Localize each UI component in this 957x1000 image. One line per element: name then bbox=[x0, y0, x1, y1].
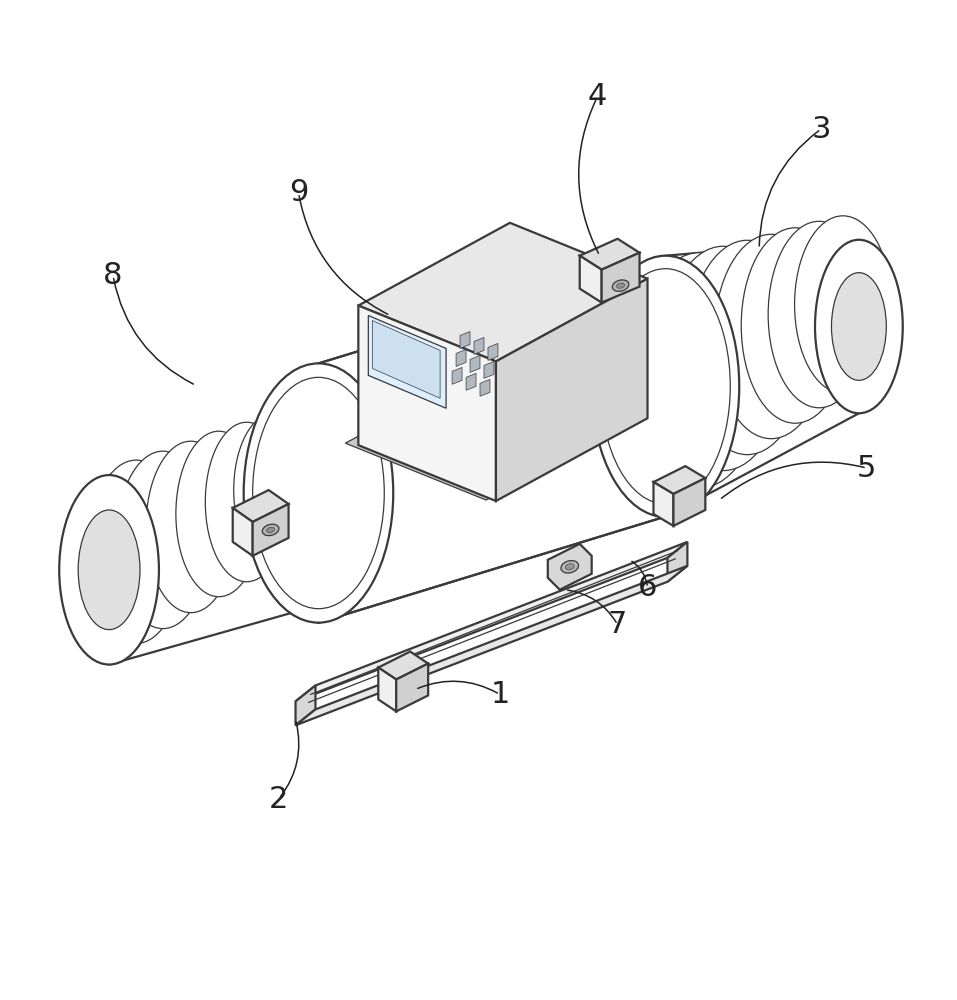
Polygon shape bbox=[580, 256, 602, 303]
Ellipse shape bbox=[742, 228, 849, 423]
Ellipse shape bbox=[660, 246, 786, 471]
Polygon shape bbox=[253, 504, 289, 556]
Ellipse shape bbox=[687, 240, 807, 455]
Ellipse shape bbox=[206, 422, 288, 582]
Polygon shape bbox=[488, 343, 498, 360]
Polygon shape bbox=[378, 652, 428, 679]
Text: 8: 8 bbox=[103, 261, 122, 290]
Polygon shape bbox=[654, 482, 674, 526]
Polygon shape bbox=[654, 466, 705, 494]
Ellipse shape bbox=[616, 283, 625, 288]
Polygon shape bbox=[602, 253, 639, 303]
Polygon shape bbox=[466, 373, 476, 390]
Polygon shape bbox=[460, 331, 470, 348]
Ellipse shape bbox=[78, 510, 140, 630]
Ellipse shape bbox=[714, 234, 828, 439]
Text: 2: 2 bbox=[269, 785, 288, 814]
Polygon shape bbox=[296, 685, 316, 725]
Text: 5: 5 bbox=[857, 454, 877, 483]
Ellipse shape bbox=[146, 441, 235, 613]
Polygon shape bbox=[547, 544, 591, 590]
Text: 3: 3 bbox=[812, 115, 831, 144]
Polygon shape bbox=[580, 239, 639, 270]
Polygon shape bbox=[296, 566, 687, 725]
Ellipse shape bbox=[832, 273, 886, 380]
Ellipse shape bbox=[234, 413, 314, 567]
Polygon shape bbox=[470, 355, 480, 372]
Ellipse shape bbox=[768, 221, 870, 408]
Ellipse shape bbox=[601, 269, 730, 504]
Ellipse shape bbox=[634, 253, 766, 488]
Ellipse shape bbox=[88, 460, 184, 644]
Ellipse shape bbox=[59, 475, 159, 665]
Text: 1: 1 bbox=[490, 680, 510, 709]
Ellipse shape bbox=[612, 280, 629, 291]
Ellipse shape bbox=[262, 524, 278, 536]
Text: 9: 9 bbox=[289, 178, 308, 207]
Ellipse shape bbox=[263, 403, 340, 551]
Polygon shape bbox=[496, 279, 648, 501]
Polygon shape bbox=[368, 316, 446, 408]
Polygon shape bbox=[674, 478, 705, 526]
Polygon shape bbox=[484, 361, 494, 378]
Polygon shape bbox=[474, 337, 484, 354]
Polygon shape bbox=[233, 508, 253, 556]
Text: 7: 7 bbox=[608, 610, 627, 639]
Ellipse shape bbox=[253, 377, 385, 609]
Text: 4: 4 bbox=[588, 82, 608, 111]
Ellipse shape bbox=[566, 564, 574, 570]
Ellipse shape bbox=[591, 256, 739, 517]
Polygon shape bbox=[319, 257, 667, 623]
Polygon shape bbox=[358, 223, 648, 361]
Polygon shape bbox=[452, 367, 462, 384]
Text: 6: 6 bbox=[637, 573, 657, 602]
Polygon shape bbox=[396, 664, 428, 711]
Polygon shape bbox=[358, 306, 496, 501]
Ellipse shape bbox=[176, 431, 261, 597]
Polygon shape bbox=[345, 436, 500, 500]
Polygon shape bbox=[480, 379, 490, 396]
Polygon shape bbox=[456, 349, 466, 366]
Polygon shape bbox=[667, 542, 687, 582]
Polygon shape bbox=[378, 668, 396, 711]
Ellipse shape bbox=[244, 363, 393, 623]
Ellipse shape bbox=[117, 451, 210, 629]
Polygon shape bbox=[233, 490, 289, 522]
Ellipse shape bbox=[794, 216, 891, 393]
Polygon shape bbox=[296, 542, 687, 701]
Ellipse shape bbox=[815, 240, 902, 413]
Ellipse shape bbox=[561, 561, 579, 573]
Polygon shape bbox=[372, 321, 440, 398]
Ellipse shape bbox=[267, 527, 275, 533]
